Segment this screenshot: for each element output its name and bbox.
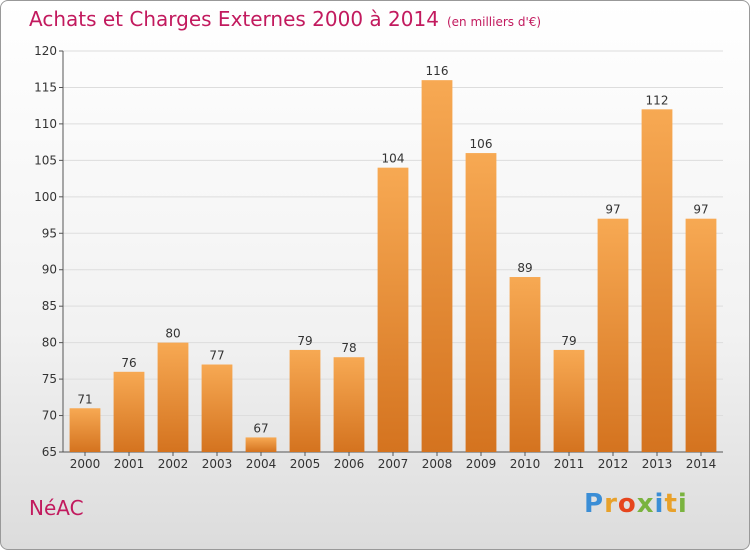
data-labels: 71 76 80 77 67 79 78 104 116 106 89 79 97 112 97 [77, 64, 708, 435]
logo-letter: t [664, 489, 678, 519]
data-label: 106 [470, 137, 493, 151]
logo-letter: o [617, 489, 637, 519]
data-label: 79 [297, 334, 312, 348]
x-tick-label: 2002 [158, 457, 189, 471]
data-label: 77 [209, 349, 224, 363]
bar [289, 349, 321, 452]
y-tick-label: 70 [42, 409, 57, 423]
x-tick-label: 2007 [378, 457, 409, 471]
y-tick-label: 120 [34, 44, 57, 58]
data-label: 79 [561, 334, 576, 348]
y-tick-label: 100 [34, 190, 57, 204]
bar [641, 109, 673, 452]
bar [421, 80, 453, 452]
bar [333, 357, 365, 452]
y-tick-label: 115 [34, 80, 57, 94]
bar [245, 437, 277, 452]
x-tick-label: 2014 [686, 457, 717, 471]
x-tick-label: 2006 [334, 457, 365, 471]
x-tick-label: 2003 [202, 457, 233, 471]
bar [377, 167, 409, 452]
bars [69, 80, 717, 452]
data-label: 112 [646, 93, 669, 107]
data-label: 67 [253, 421, 268, 435]
bar [553, 349, 585, 452]
y-tick-label: 110 [34, 117, 57, 131]
logo-letter: i [677, 489, 688, 519]
data-label: 116 [426, 64, 449, 78]
data-label: 97 [693, 203, 708, 217]
x-tick-label: 2012 [598, 457, 629, 471]
logo-letter: r [604, 489, 618, 519]
bar [201, 364, 233, 452]
y-tick-label: 95 [42, 226, 57, 240]
logo-letter: P [584, 489, 605, 519]
proxiti-logo: Proxiti [584, 489, 688, 519]
bar [597, 218, 629, 452]
x-tick-label: 2013 [642, 457, 673, 471]
x-tick-label: 2008 [422, 457, 453, 471]
x-tick-label: 2011 [554, 457, 585, 471]
data-label: 89 [517, 261, 532, 275]
x-tick-label: 2000 [70, 457, 101, 471]
x-tick-label: 2001 [114, 457, 145, 471]
chart-title: Achats et Charges Externes 2000 à 2014 (e… [29, 7, 542, 31]
bar [69, 408, 101, 452]
y-tick-label: 90 [42, 263, 57, 277]
chart-subtitle: (en milliers d'€) [446, 15, 542, 29]
x-tick-label: 2005 [290, 457, 321, 471]
bar [509, 277, 541, 452]
data-label: 76 [121, 356, 136, 370]
bar [685, 218, 717, 452]
y-tick-label: 75 [42, 372, 57, 386]
commune-name: NéAC [29, 496, 84, 520]
x-tick-label: 2010 [510, 457, 541, 471]
data-label: 71 [77, 392, 92, 406]
y-tick-label: 65 [42, 445, 57, 459]
data-label: 78 [341, 341, 356, 355]
data-label: 97 [605, 203, 620, 217]
y-tick-label: 105 [34, 153, 57, 167]
bar [465, 153, 497, 452]
logo-letter: x [636, 489, 655, 519]
data-label: 104 [382, 152, 405, 166]
x-tick-label: 2004 [246, 457, 277, 471]
logo-letter: i [654, 489, 665, 519]
x-tick-label: 2009 [466, 457, 497, 471]
data-label: 80 [165, 327, 180, 341]
y-tick-label: 80 [42, 336, 57, 350]
y-tick-label: 85 [42, 299, 57, 313]
bar [157, 342, 189, 452]
bar [113, 371, 145, 452]
